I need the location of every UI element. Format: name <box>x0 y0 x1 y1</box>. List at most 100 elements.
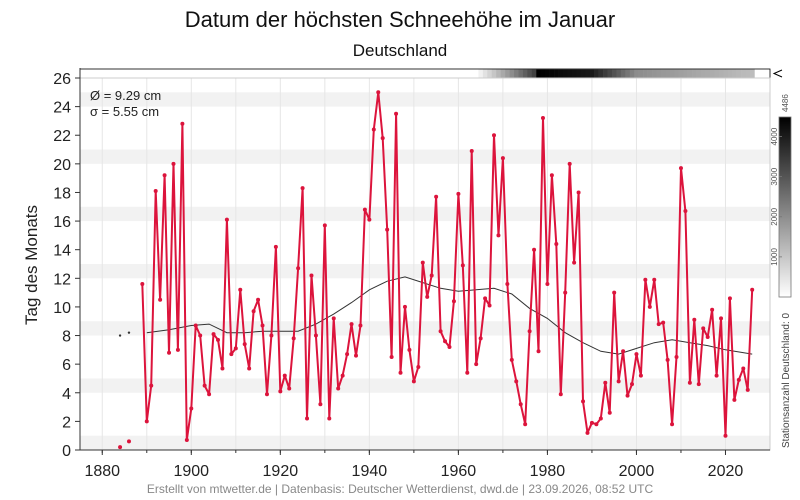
station-colorbar: 1000 2000 3000 4000 4486 Stationsanzahl Deu… <box>770 94 792 448</box>
strip-cell <box>634 69 639 78</box>
data-point <box>282 373 287 378</box>
strip-cell <box>496 69 501 78</box>
data-point <box>456 191 461 196</box>
strip-cell <box>665 69 671 78</box>
strip-cell <box>585 69 591 78</box>
series-line <box>141 91 754 441</box>
data-point <box>665 357 670 362</box>
data-point <box>220 366 225 371</box>
data-point <box>340 373 345 378</box>
data-point <box>202 383 207 388</box>
data-point <box>318 402 323 407</box>
strip-cell <box>594 69 599 78</box>
strip-cell <box>745 69 751 78</box>
strip-cell <box>509 69 515 78</box>
strip-cell <box>607 69 613 78</box>
y-tick-label: 2 <box>62 414 71 431</box>
data-point <box>385 227 390 232</box>
strip-cell <box>660 69 666 78</box>
data-point <box>496 233 501 238</box>
x-tick-label: 1980 <box>530 463 566 480</box>
x-tick-label: 1880 <box>84 463 120 480</box>
data-point <box>474 362 479 367</box>
y-tick-label: 16 <box>53 214 71 231</box>
data-point <box>358 323 363 328</box>
colorbar-tick-label: 2000 <box>770 207 779 225</box>
strip-cell <box>522 69 528 78</box>
y-tick-label: 20 <box>53 157 71 174</box>
data-point <box>394 111 399 116</box>
strip-cell <box>741 69 746 78</box>
data-point <box>523 422 528 427</box>
strip-cell <box>638 69 644 78</box>
data-point <box>354 353 358 358</box>
data-point <box>291 336 296 341</box>
data-point <box>296 266 301 271</box>
data-point <box>264 392 269 397</box>
grid-band <box>80 264 770 279</box>
strip-cell <box>531 69 537 78</box>
data-point <box>581 399 586 404</box>
data-point <box>652 277 657 282</box>
data-point <box>336 386 341 391</box>
data-point <box>727 296 732 301</box>
data-point <box>345 352 350 357</box>
y-tick-label: 6 <box>62 357 71 374</box>
data-point <box>251 309 256 314</box>
data-point <box>402 304 407 309</box>
strip-cell <box>536 69 542 78</box>
data-point <box>224 217 229 222</box>
strip-cell <box>727 69 733 78</box>
data-point <box>349 322 354 327</box>
data-point <box>411 379 416 384</box>
data-point <box>563 290 568 295</box>
data-point <box>238 287 243 292</box>
data-point <box>719 316 724 321</box>
strip-cell <box>505 69 510 78</box>
strip-cell <box>683 69 688 78</box>
data-point <box>536 349 541 354</box>
data-point <box>540 116 545 121</box>
data-point <box>603 380 608 385</box>
data-point <box>198 333 203 338</box>
data-point <box>229 352 234 357</box>
data-point <box>216 337 220 342</box>
data-point <box>572 260 577 265</box>
strip-cell <box>611 69 617 78</box>
data-point <box>305 416 310 421</box>
strip-cell <box>718 69 724 78</box>
data-point <box>242 342 247 347</box>
vertical-gridlines <box>101 78 726 450</box>
data-point <box>598 416 603 421</box>
data-point <box>607 410 612 415</box>
x-tick-label: 2020 <box>708 463 744 480</box>
data-point <box>505 282 510 287</box>
strip-cell <box>554 69 559 78</box>
data-point <box>256 297 261 302</box>
data-point <box>389 355 394 359</box>
data-point <box>656 322 661 327</box>
strip-cell <box>540 69 546 78</box>
data-point <box>678 166 683 171</box>
colorbar-tick-label: 1000 <box>770 248 779 266</box>
data-point <box>509 357 514 362</box>
data-point <box>126 439 131 444</box>
data-point <box>483 296 488 301</box>
data-point <box>723 433 728 438</box>
grid-band <box>80 206 770 222</box>
strip-cell <box>714 69 720 78</box>
strip-cell <box>598 69 604 78</box>
stat-sd: σ = 5.55 cm <box>90 104 159 119</box>
strip-cell <box>527 69 533 78</box>
data-point <box>140 282 145 287</box>
data-point <box>710 307 715 312</box>
colorbar-max-label: 4486 <box>781 94 790 112</box>
grid-band <box>80 378 770 393</box>
trend-layer <box>118 276 753 355</box>
data-point <box>714 373 719 378</box>
strip-cell <box>558 69 564 78</box>
strip-cell <box>629 69 635 78</box>
data-point <box>549 173 554 178</box>
data-point <box>167 350 172 355</box>
